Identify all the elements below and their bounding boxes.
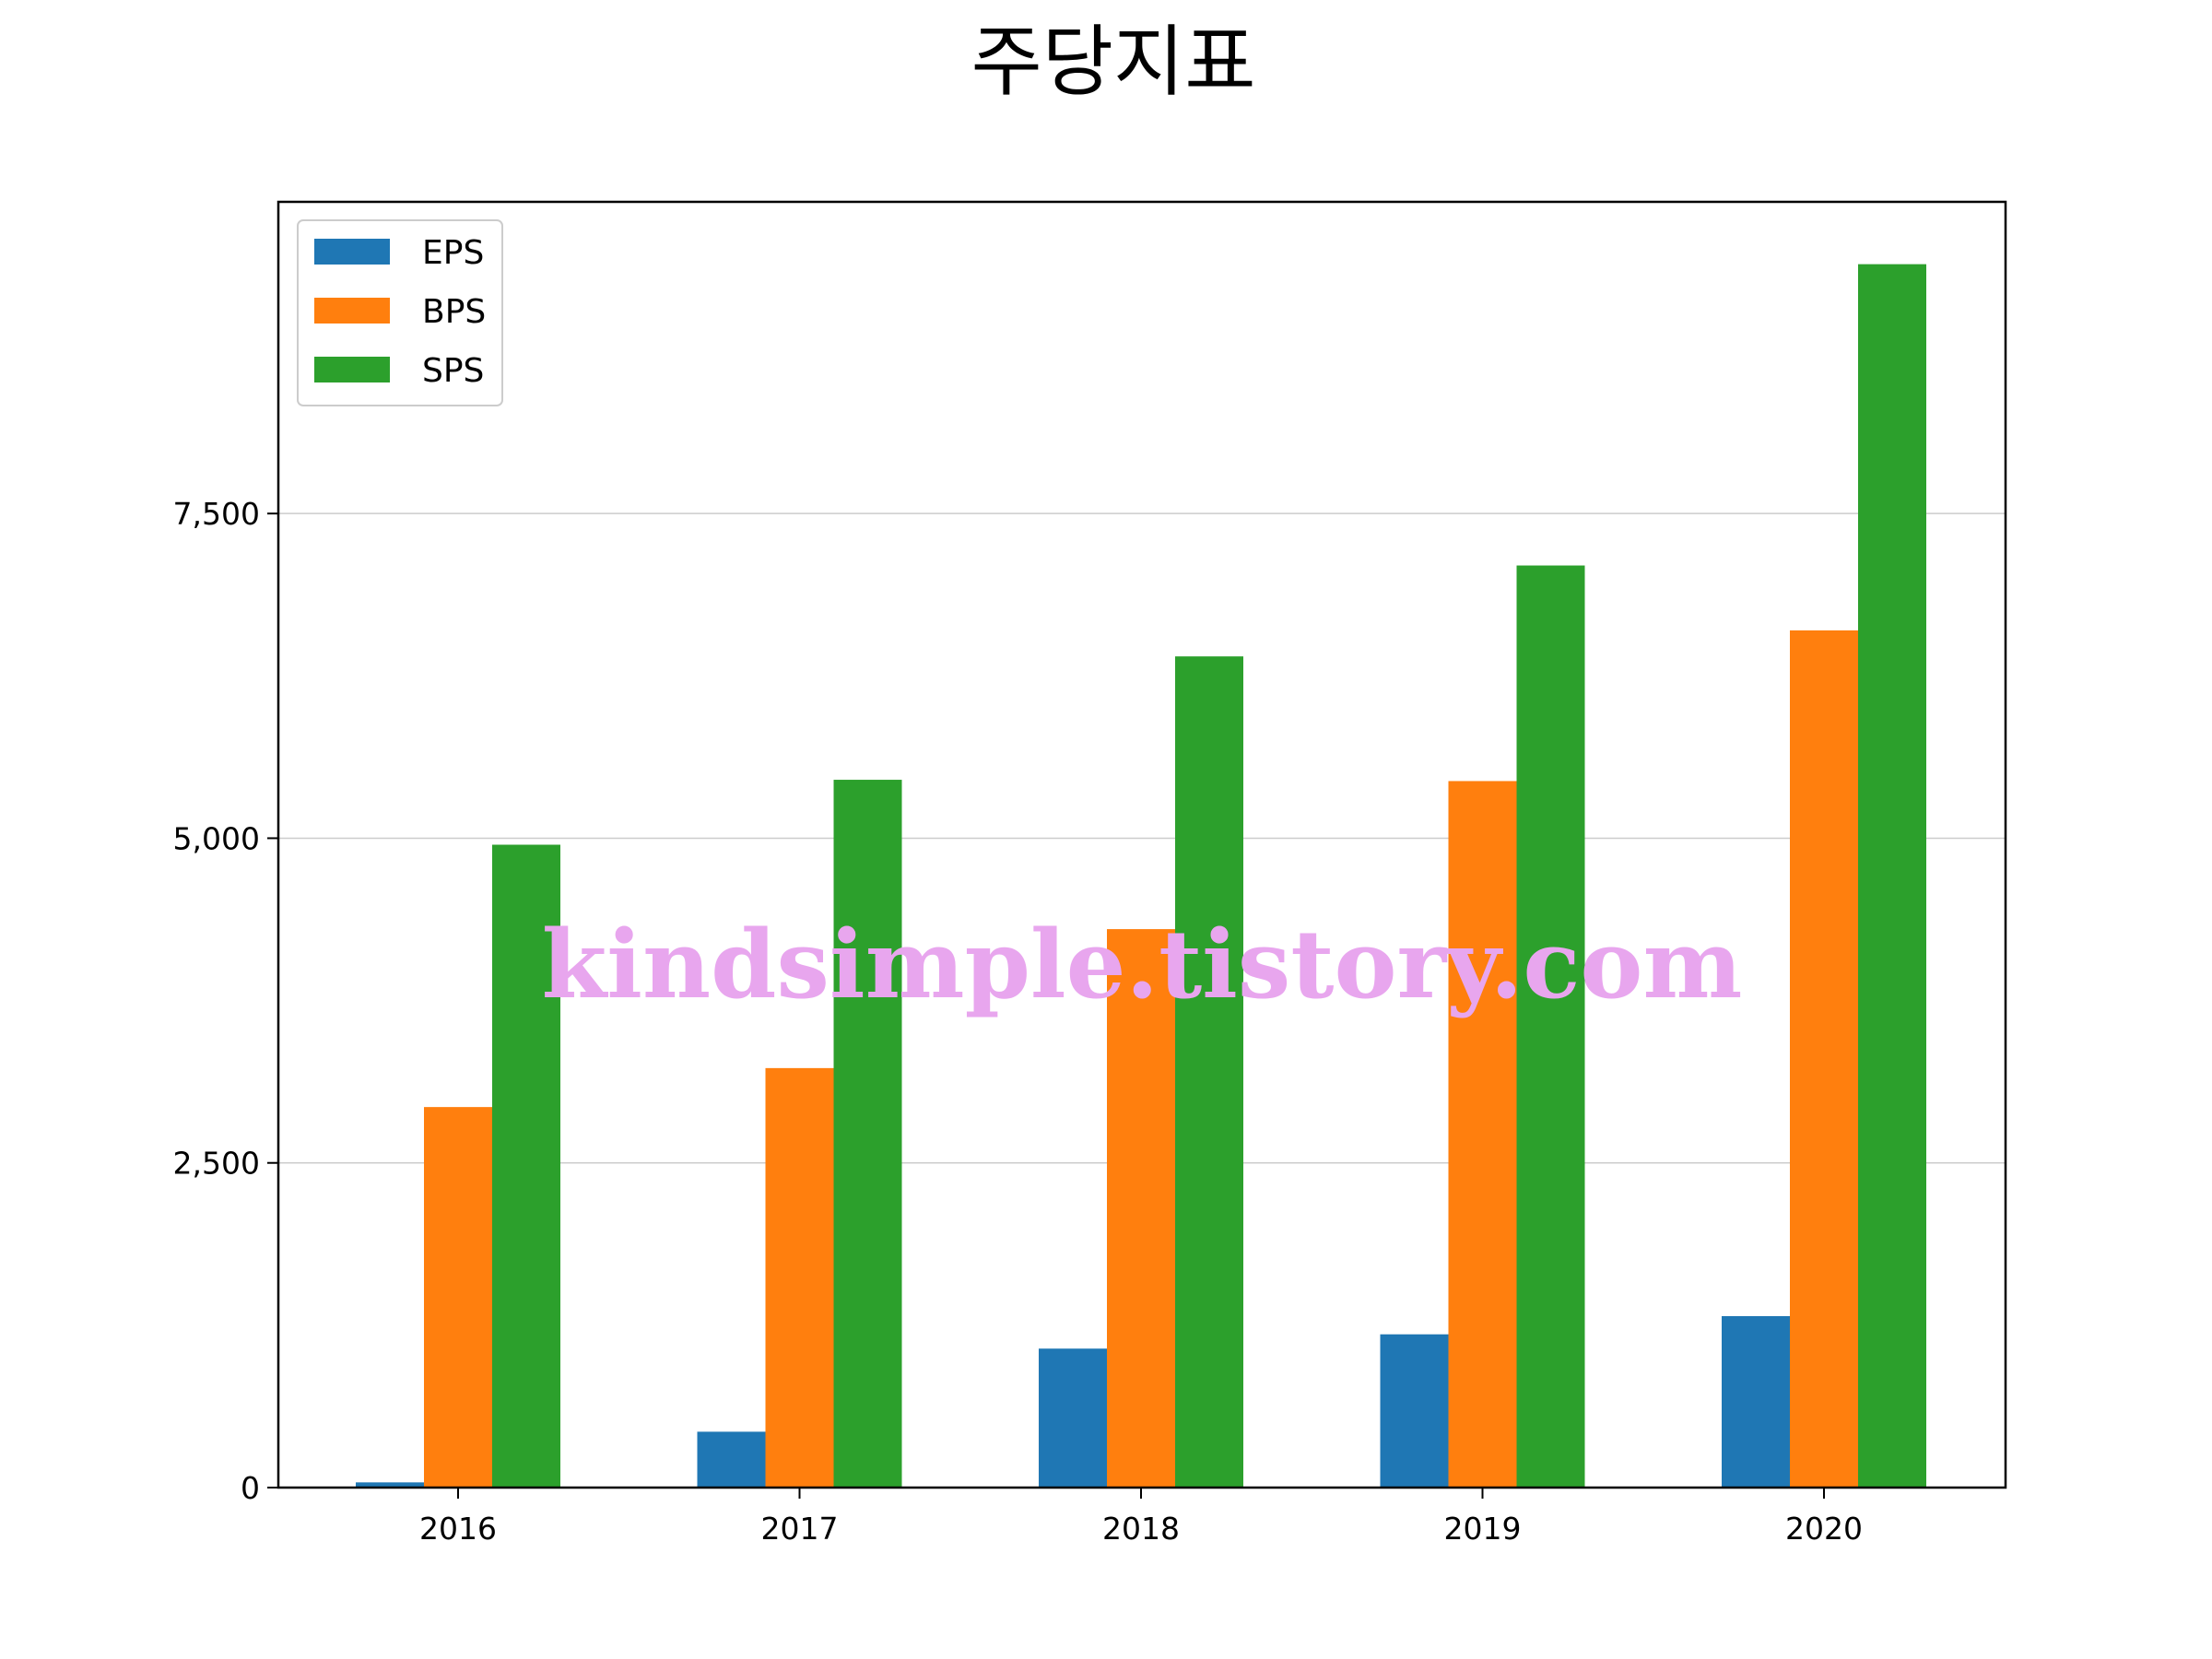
x-tick-label: 2019 [1444,1511,1522,1547]
bar-bps-2017 [765,1067,834,1488]
bar-eps-2017 [697,1431,766,1488]
bar-eps-2020 [1722,1316,1790,1488]
x-tick-label: 2018 [1102,1511,1180,1547]
y-tick-label: 0 [241,1470,260,1506]
bar-sps-2017 [833,780,902,1488]
legend-label-eps: EPS [422,234,484,272]
y-tick-label: 2,500 [173,1146,260,1182]
y-axis: 0 2,500 5,000 7,500 [173,496,278,1506]
x-tick-label: 2020 [1785,1511,1863,1547]
x-axis: 2016 2017 2018 2019 2020 [419,1488,1863,1547]
bars [356,264,1926,1488]
y-tick-label: 7,500 [173,496,260,532]
bar-sps-2020 [1858,264,1926,1488]
legend-swatch-sps [314,357,390,382]
y-tick-label: 5,000 [173,820,260,856]
chart-title: 주당지표 [971,17,1255,107]
x-tick-label: 2017 [761,1511,839,1547]
bar-eps-2016 [356,1482,424,1488]
watermark-text: kindsimple.tistory.com [542,910,1743,1020]
bar-bps-2019 [1448,781,1517,1488]
bar-sps-2018 [1175,656,1243,1488]
legend-swatch-eps [314,239,390,265]
legend-swatch-bps [314,298,390,324]
legend-label-bps: BPS [422,293,486,331]
x-tick-label: 2016 [419,1511,497,1547]
legend: EPS BPS SPS [297,219,503,406]
legend-label-sps: SPS [422,352,484,390]
bar-eps-2018 [1039,1348,1107,1488]
bar-bps-2020 [1790,630,1858,1488]
bar-sps-2016 [492,844,560,1488]
bar-sps-2019 [1516,565,1585,1488]
bar-eps-2019 [1380,1334,1449,1488]
bar-bps-2018 [1107,929,1175,1488]
bar-bps-2016 [424,1107,492,1488]
